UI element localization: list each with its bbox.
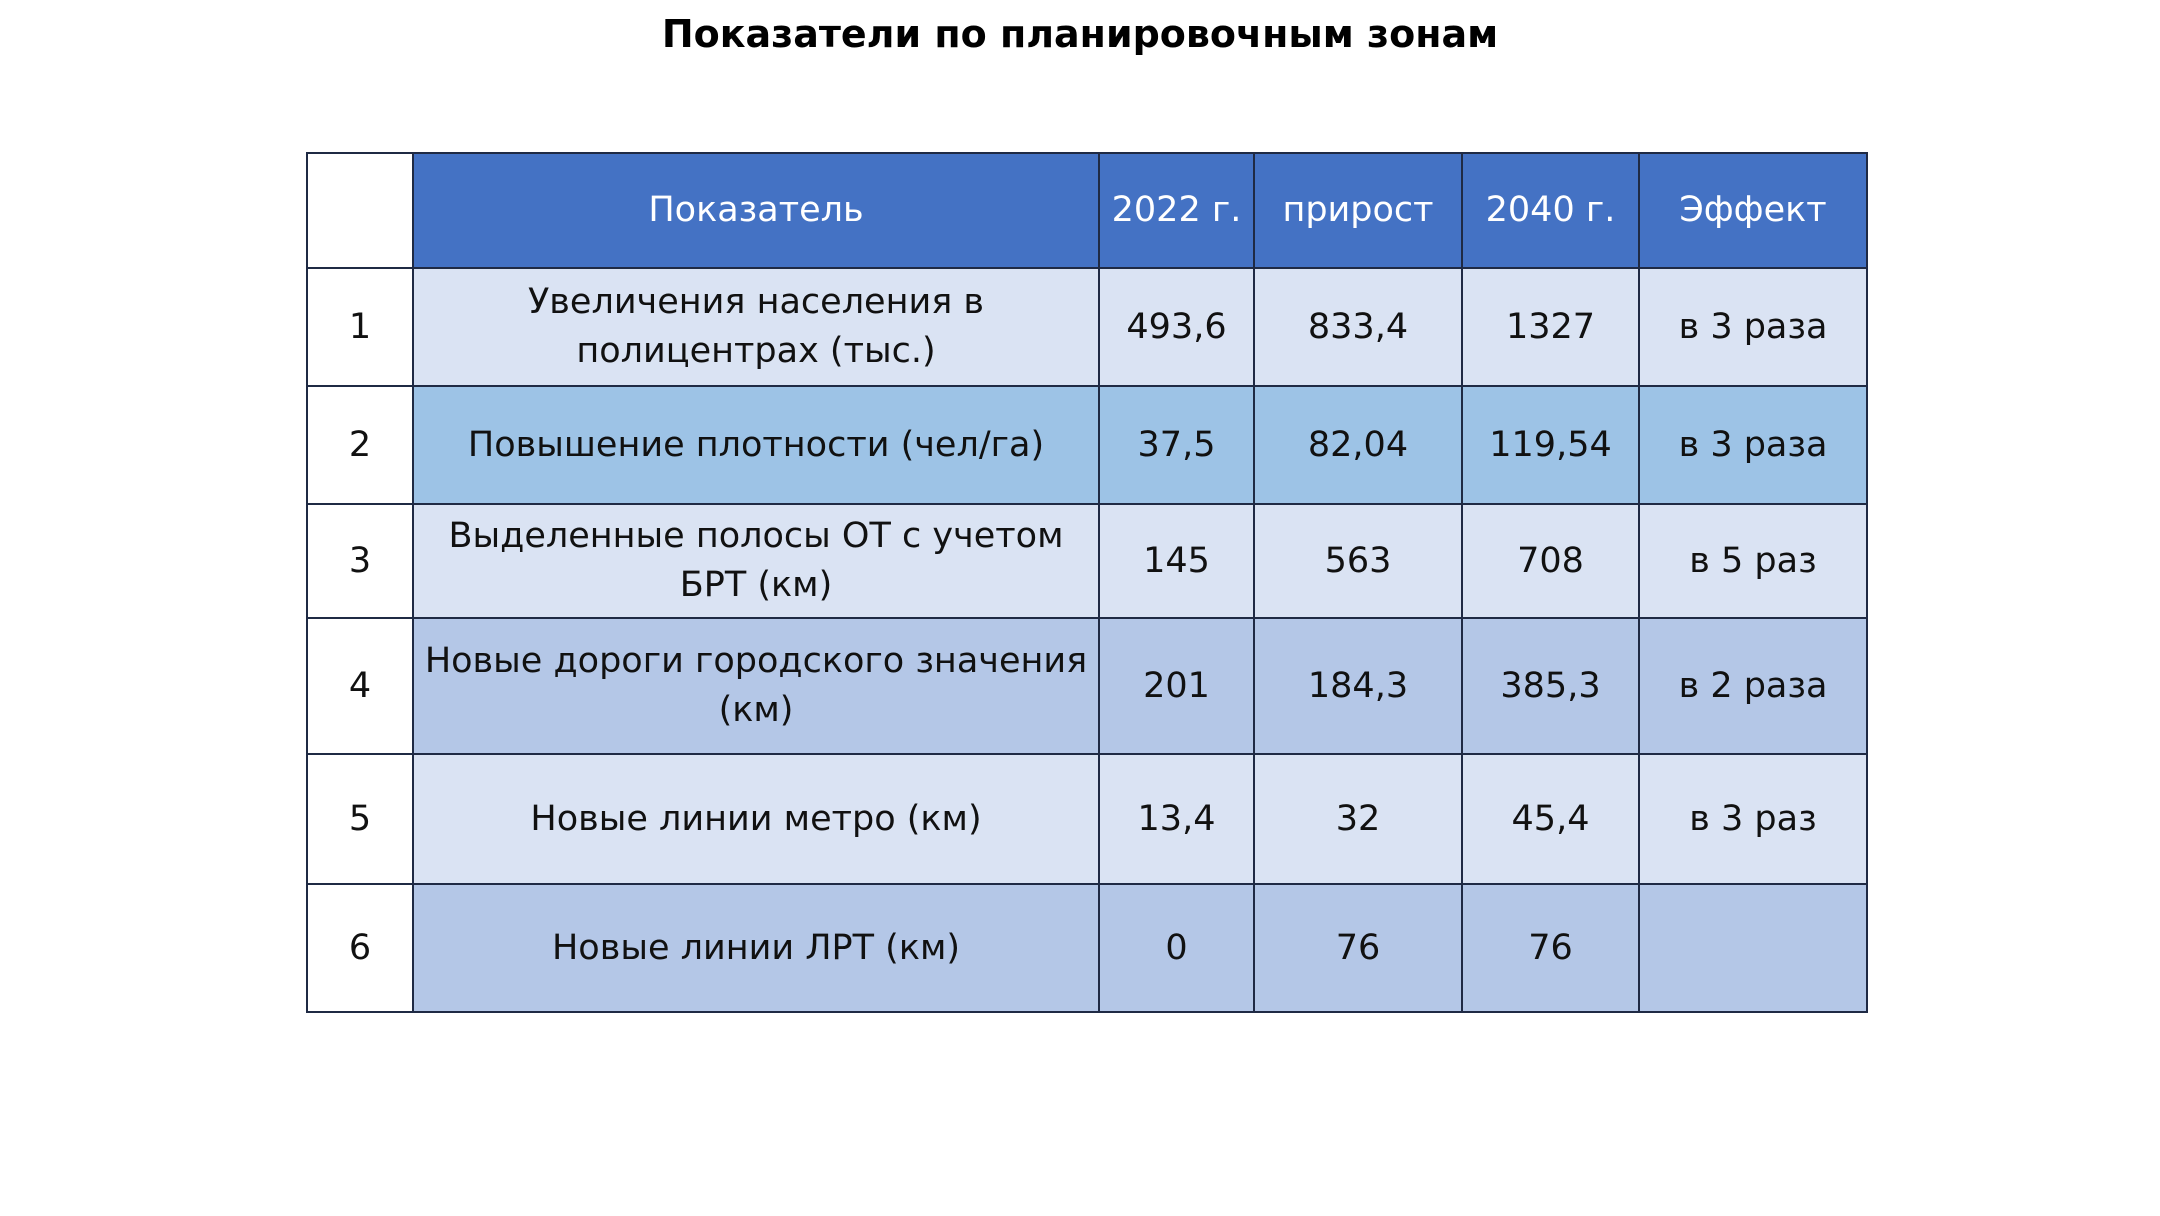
header-effect: Эффект: [1638, 152, 1868, 269]
row-number: 5: [306, 753, 414, 885]
row-2040-value: 708: [1461, 503, 1640, 619]
row-effect: в 3 раз: [1638, 753, 1868, 885]
row-increase-value: 76: [1253, 883, 1463, 1013]
row-2040-value: 119,54: [1461, 385, 1640, 505]
row-2022-value: 201: [1098, 617, 1255, 755]
row-2040-value: 76: [1461, 883, 1640, 1013]
row-increase-value: 563: [1253, 503, 1463, 619]
row-effect: в 2 раза: [1638, 617, 1868, 755]
table-row: 4 Новые дороги городского значения (км) …: [306, 617, 1868, 755]
row-indicator: Повышение плотности (чел/га): [412, 385, 1100, 505]
table-row: 2 Повышение плотности (чел/га) 37,5 82,0…: [306, 385, 1868, 505]
header-number-cell: [306, 152, 414, 269]
row-increase-value: 82,04: [1253, 385, 1463, 505]
row-effect: в 5 раз: [1638, 503, 1868, 619]
row-2040-value: 1327: [1461, 267, 1640, 387]
row-indicator: Новые дороги городского значения (км): [412, 617, 1100, 755]
header-increase: прирост: [1253, 152, 1463, 269]
row-2022-value: 13,4: [1098, 753, 1255, 885]
row-2022-value: 145: [1098, 503, 1255, 619]
row-2022-value: 37,5: [1098, 385, 1255, 505]
slide-title: Показатели по планировочным зонам: [661, 12, 1499, 56]
row-number: 6: [306, 883, 414, 1013]
row-2022-value: 0: [1098, 883, 1255, 1013]
row-increase-value: 833,4: [1253, 267, 1463, 387]
row-number: 1: [306, 267, 414, 387]
row-indicator: Новые линии метро (км): [412, 753, 1100, 885]
row-number: 3: [306, 503, 414, 619]
row-number: 4: [306, 617, 414, 755]
row-2040-value: 385,3: [1461, 617, 1640, 755]
row-effect: в 3 раза: [1638, 385, 1868, 505]
row-2040-value: 45,4: [1461, 753, 1640, 885]
table-row: 5 Новые линии метро (км) 13,4 32 45,4 в …: [306, 753, 1868, 885]
row-effect: в 3 раза: [1638, 267, 1868, 387]
row-increase-value: 32: [1253, 753, 1463, 885]
header-indicator: Показатель: [412, 152, 1100, 269]
table-row: 1 Увеличения населения в полицентрах (ты…: [306, 267, 1868, 387]
row-indicator: Новые линии ЛРТ (км): [412, 883, 1100, 1013]
indicators-table: Показатель 2022 г. прирост 2040 г. Эффек…: [306, 152, 1868, 1013]
row-indicator: Выделенные полосы ОТ с учетом БРТ (км): [412, 503, 1100, 619]
row-number: 2: [306, 385, 414, 505]
row-effect: [1638, 883, 1868, 1013]
table-row: 6 Новые линии ЛРТ (км) 0 76 76: [306, 883, 1868, 1013]
table-row: 3 Выделенные полосы ОТ с учетом БРТ (км)…: [306, 503, 1868, 619]
table-header-row: Показатель 2022 г. прирост 2040 г. Эффек…: [306, 152, 1868, 269]
header-2040: 2040 г.: [1461, 152, 1640, 269]
row-increase-value: 184,3: [1253, 617, 1463, 755]
row-indicator: Увеличения населения в полицентрах (тыс.…: [412, 267, 1100, 387]
row-2022-value: 493,6: [1098, 267, 1255, 387]
header-2022: 2022 г.: [1098, 152, 1255, 269]
